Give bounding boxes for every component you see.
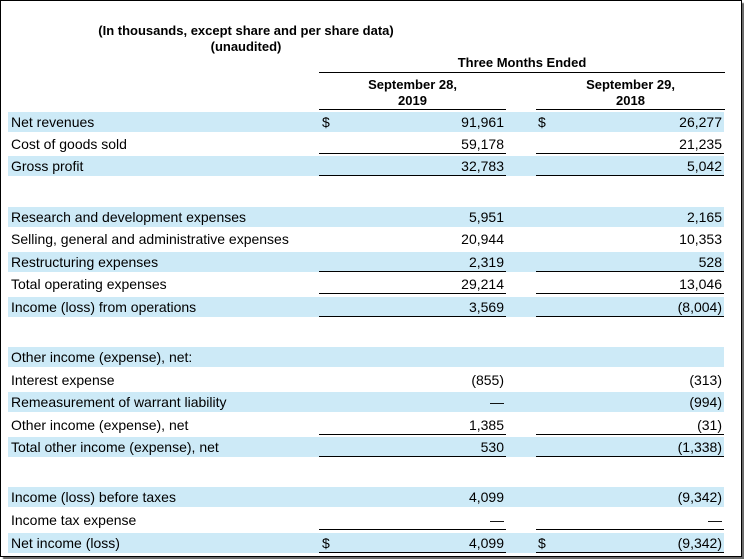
dollar-sign: $ xyxy=(538,535,546,551)
value-2018: 5,042 xyxy=(686,158,722,174)
value-2019: 4,099 xyxy=(468,535,504,551)
total-rule xyxy=(319,175,506,176)
value-2019: 32,783 xyxy=(461,158,504,174)
row-label: Research and development expenses xyxy=(11,209,247,225)
value-2018: (9,342) xyxy=(677,535,722,551)
value-2018: (1,338) xyxy=(677,439,722,455)
table-row-total-operating-expenses: Total operating expenses 29,214 13,046 xyxy=(8,274,724,294)
table-row-research-development: Research and development expenses 5,951 … xyxy=(8,207,724,227)
table-row-other-income-header: Other income (expense), net: xyxy=(8,347,724,367)
value-2018: 13,046 xyxy=(679,276,722,292)
title-line-1: (In thousands, except share and per shar… xyxy=(98,23,394,38)
table-row-gross-profit: Gross profit 32,783 5,042 xyxy=(8,156,724,176)
row-label: Other income (expense), net xyxy=(11,417,189,433)
period-rule xyxy=(319,72,725,73)
row-label: Other income (expense), net: xyxy=(11,349,193,365)
subtotal-rule xyxy=(319,529,506,530)
row-label: Interest expense xyxy=(11,372,115,388)
dollar-sign: $ xyxy=(322,114,330,130)
subtotal-rule xyxy=(319,293,506,294)
row-label: Remeasurement of warrant liability xyxy=(11,394,227,410)
dollar-sign: $ xyxy=(538,114,546,130)
value-2019: 20,944 xyxy=(461,231,504,247)
table-row-cost-of-goods-sold: Cost of goods sold 59,178 21,235 xyxy=(8,134,724,154)
total-rule xyxy=(536,316,724,317)
table-row-other-income-net: Other income (expense), net 1,385 (31) xyxy=(8,415,724,435)
value-2018: — xyxy=(708,512,722,528)
subtotal-rule xyxy=(536,153,724,154)
period-header: Three Months Ended xyxy=(457,55,587,70)
title-line-2: (unaudited) xyxy=(210,39,282,54)
table-row-income-from-operations: Income (loss) from operations 3,569 (8,0… xyxy=(8,297,724,317)
row-label: Total operating expenses xyxy=(11,276,167,292)
table-row-sga: Selling, general and administrative expe… xyxy=(8,229,724,249)
value-2019: — xyxy=(490,394,504,410)
value-2018: (9,342) xyxy=(677,489,722,505)
row-label: Cost of goods sold xyxy=(11,136,127,152)
value-2019: 4,099 xyxy=(468,489,504,505)
column-2019-line-1: September 28, xyxy=(368,77,457,92)
row-label: Net revenues xyxy=(11,114,95,130)
row-label: Total other income (expense), net xyxy=(11,439,219,455)
subtotal-rule xyxy=(536,529,724,530)
row-label: Income tax expense xyxy=(11,512,137,528)
value-2019: — xyxy=(490,512,504,528)
value-2018: 2,165 xyxy=(686,209,722,225)
value-2019: 59,178 xyxy=(461,136,504,152)
value-2018: 21,235 xyxy=(679,136,722,152)
table-row-income-tax-expense: Income tax expense — — xyxy=(8,510,724,530)
subtotal-rule xyxy=(536,293,724,294)
value-2018: 26,277 xyxy=(679,114,722,130)
value-2018: 10,353 xyxy=(679,231,722,247)
column-header-2019: September 28, 2019 xyxy=(319,77,506,109)
row-label: Net income (loss) xyxy=(11,535,120,551)
dollar-sign: $ xyxy=(322,535,330,551)
row-label: Selling, general and administrative expe… xyxy=(11,231,289,247)
value-2018: (313) xyxy=(689,372,722,388)
value-2019: 3,569 xyxy=(468,299,504,315)
value-2019: 91,961 xyxy=(461,114,504,130)
value-2019: 29,214 xyxy=(461,276,504,292)
column-header-2018: September 29, 2018 xyxy=(536,77,725,109)
table-row-interest-expense: Interest expense (855) (313) xyxy=(8,370,724,390)
subtotal-rule xyxy=(319,271,506,272)
table-row-net-revenues: Net revenues $ 91,961 $ 26,277 xyxy=(8,112,724,132)
total-rule xyxy=(536,552,724,553)
column-2018-line-1: September 29, xyxy=(586,77,675,92)
table-row-warrant-liability: Remeasurement of warrant liability — (99… xyxy=(8,392,724,412)
value-2019: 1,385 xyxy=(468,417,504,433)
table-title: (In thousands, except share and per shar… xyxy=(41,23,451,55)
total-rule xyxy=(536,456,724,457)
value-2019: (855) xyxy=(471,372,504,388)
value-2019: 2,319 xyxy=(468,254,504,270)
value-2018: (31) xyxy=(697,417,722,433)
total-rule xyxy=(319,316,506,317)
row-label: Income (loss) before taxes xyxy=(11,489,176,505)
column-header-rule-1 xyxy=(319,109,506,110)
table-row-income-before-taxes: Income (loss) before taxes 4,099 (9,342) xyxy=(8,487,724,507)
table-row-net-income: Net income (loss) $ 4,099 $ (9,342) xyxy=(8,533,724,553)
row-label: Gross profit xyxy=(11,158,84,174)
total-rule xyxy=(536,175,724,176)
value-2018: (994) xyxy=(689,394,722,410)
row-label: Income (loss) from operations xyxy=(11,299,197,315)
subtotal-rule xyxy=(536,271,724,272)
total-rule xyxy=(319,456,506,457)
subtotal-rule xyxy=(319,153,506,154)
row-label: Restructuring expenses xyxy=(11,254,159,270)
value-2018: (8,004) xyxy=(677,299,722,315)
subtotal-rule xyxy=(536,434,724,435)
column-2019-line-2: 2019 xyxy=(398,93,427,108)
total-rule xyxy=(319,552,506,553)
value-2019: 5,951 xyxy=(468,209,504,225)
value-2018: 528 xyxy=(698,254,722,270)
subtotal-rule xyxy=(319,434,506,435)
table-row-total-other-income: Total other income (expense), net 530 (1… xyxy=(8,437,724,457)
column-header-rule-2 xyxy=(536,109,725,110)
column-2018-line-2: 2018 xyxy=(616,93,645,108)
table-row-restructuring: Restructuring expenses 2,319 528 xyxy=(8,252,724,272)
value-2019: 530 xyxy=(480,439,504,455)
